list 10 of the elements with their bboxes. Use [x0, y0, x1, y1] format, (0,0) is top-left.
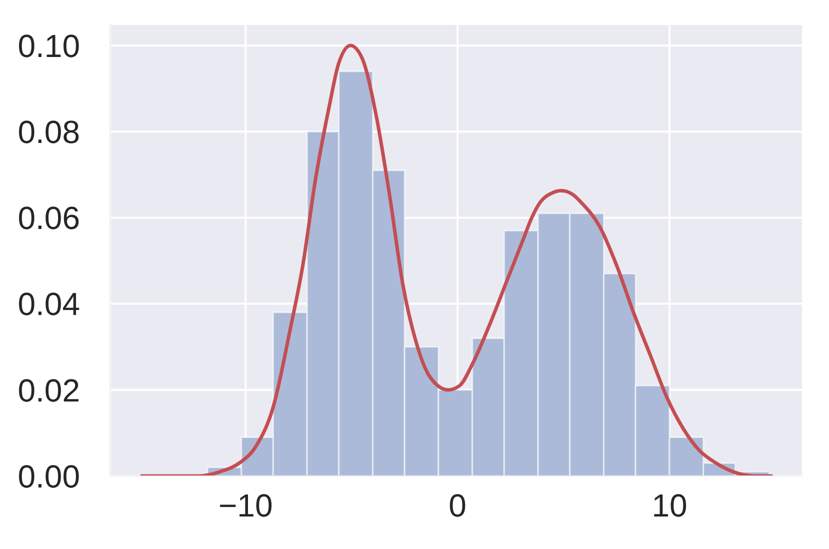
- x-tick-label: 10: [652, 488, 688, 524]
- x-tick-label: −10: [218, 488, 273, 524]
- y-tick-label: 0.02: [18, 372, 80, 408]
- x-tick-label: 0: [448, 488, 466, 524]
- y-tick-label: 0.06: [18, 200, 80, 236]
- y-tick-label: 0.04: [18, 286, 80, 322]
- y-tick-label: 0.08: [18, 114, 80, 150]
- line-series: [140, 44, 773, 476]
- y-tick-label: 0.10: [18, 28, 80, 64]
- y-tick-label: 0.00: [18, 458, 80, 494]
